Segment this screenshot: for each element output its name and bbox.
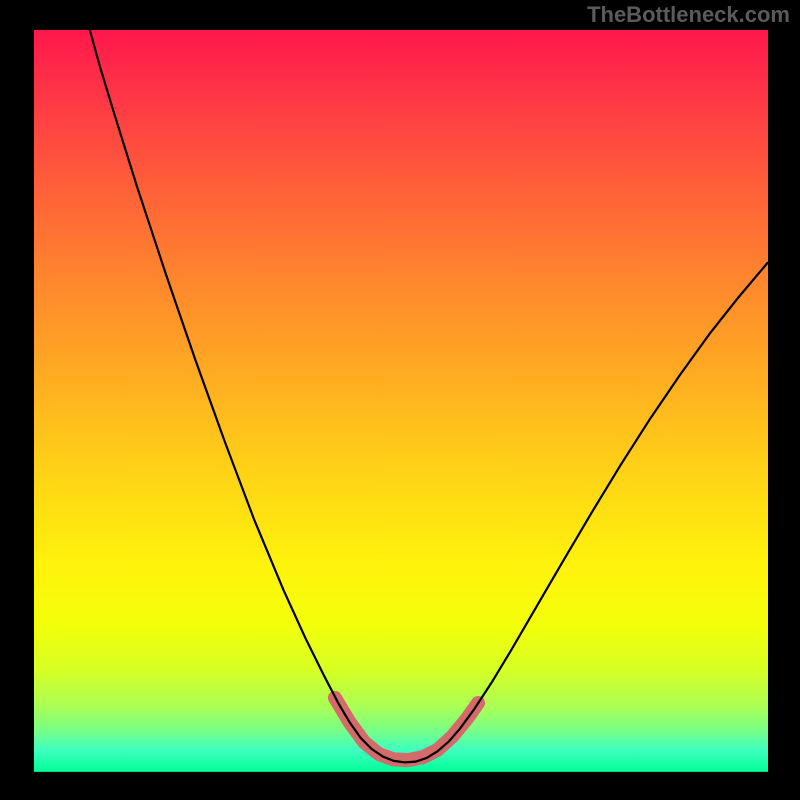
- watermark-label: TheBottleneck.com: [587, 2, 790, 28]
- chart-container: TheBottleneck.com: [0, 0, 800, 800]
- plot-background: [34, 30, 768, 772]
- bottleneck-plot: [34, 30, 768, 772]
